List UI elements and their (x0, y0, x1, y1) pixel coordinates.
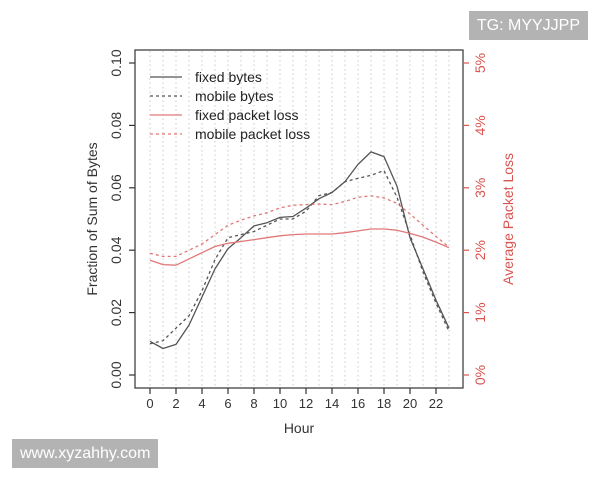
x-axis-title: Hour (284, 420, 315, 436)
x-tick-label: 0 (146, 396, 153, 411)
x-tick-label: 4 (198, 396, 205, 411)
x-tick-label: 16 (351, 396, 365, 411)
y-axis-title: Fraction of Sum of Bytes (84, 142, 100, 295)
y-tick-label: 0.10 (108, 49, 124, 76)
axes: 0.00 0.02 0.04 0.06 0.08 0.10 0% 1% 2% 3% 4% 5% 0 2 4 6… (84, 49, 516, 436)
y-tick-label: 0.04 (108, 236, 124, 263)
y2-tick-label: 3% (472, 178, 488, 198)
y-tick-label: 0.00 (108, 361, 124, 388)
x-tick-label: 20 (403, 396, 417, 411)
legend-label-fixed-bytes: fixed bytes (195, 69, 262, 85)
x-tick-label: 18 (377, 396, 391, 411)
legend-label-mobile-bytes: mobile bytes (195, 88, 274, 104)
x-tick-label: 6 (224, 396, 231, 411)
x-tick-label: 14 (325, 396, 339, 411)
x-tick-label: 2 (172, 396, 179, 411)
grid-lines (149, 51, 450, 387)
y2-tick-label: 0% (472, 365, 488, 385)
plot-frame (134, 49, 464, 389)
y-tick-label: 0.06 (108, 174, 124, 201)
y2-tick-label: 1% (472, 302, 488, 322)
series-line-fixed-bytes (149, 151, 450, 350)
legend-label-fixed-packet-loss: fixed packet loss (195, 107, 299, 123)
x-tick-label: 22 (429, 396, 443, 411)
legend: fixed bytes mobile bytes fixed packet loss… (150, 69, 310, 142)
y-tick-label: 0.08 (108, 112, 124, 139)
y-tick-label: 0.02 (108, 299, 124, 326)
y2-tick-label: 4% (472, 115, 488, 135)
series-lines (149, 151, 450, 350)
y2-tick-label: 2% (472, 240, 488, 260)
series-line-fixed-packet-loss (149, 228, 450, 266)
x-tick-label: 12 (299, 396, 313, 411)
x-tick-label: 8 (250, 396, 257, 411)
y2-axis-title: Average Packet Loss (500, 153, 516, 285)
legend-label-mobile-packet-loss: mobile packet loss (195, 126, 310, 142)
series-line-mobile-packet-loss (149, 195, 450, 258)
watermark-top: TG: MYYJJPP (468, 11, 588, 40)
watermark-bottom: www.xyzahhy.com (12, 439, 159, 468)
series-line-mobile-bytes (149, 169, 450, 345)
y2-tick-label: 5% (472, 53, 488, 73)
x-tick-label: 10 (273, 396, 287, 411)
